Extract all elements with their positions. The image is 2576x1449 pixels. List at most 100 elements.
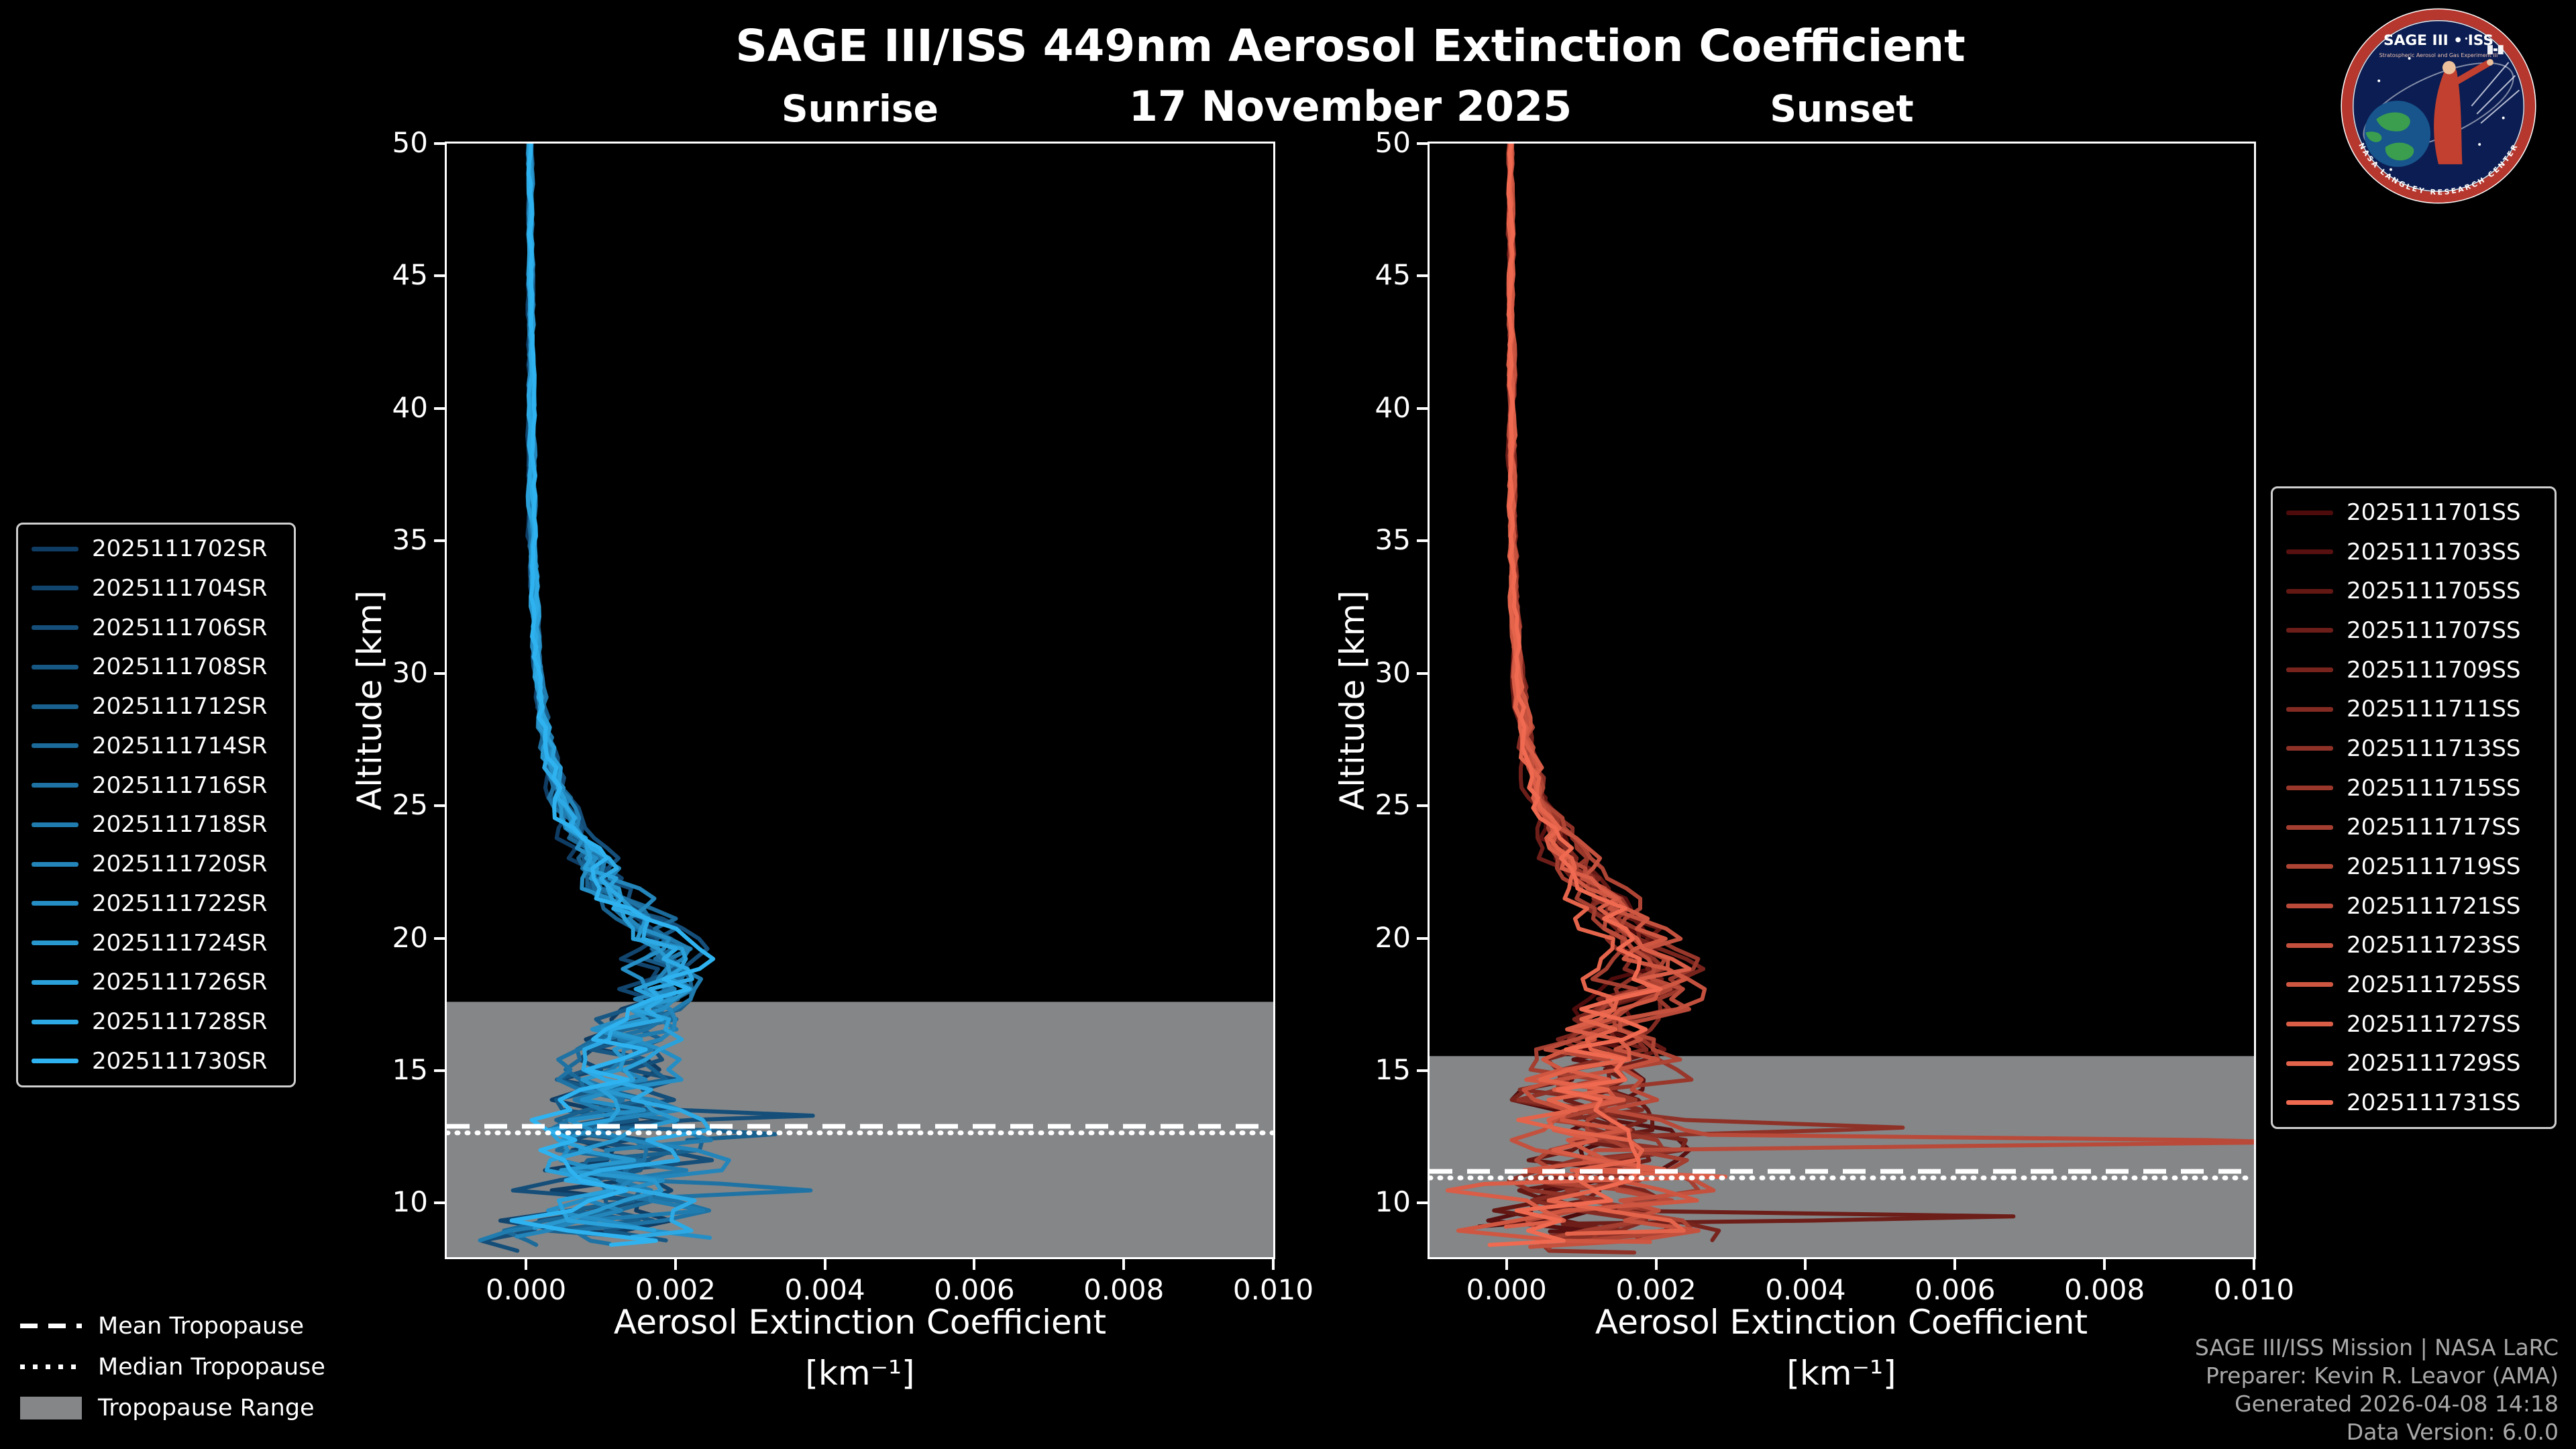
y-tick-label: 30: [1375, 655, 1411, 689]
legend-series-label: 2025111712SR: [92, 693, 268, 720]
legend-line-swatch: [2286, 982, 2333, 987]
legend-line-swatch: [2286, 1100, 2333, 1106]
legend-line-swatch: [2286, 746, 2333, 751]
y-tick-label: 20: [1375, 920, 1411, 954]
legend-series-label: 2025111725SS: [2347, 971, 2521, 998]
legend-series-label: 2025111722SR: [92, 890, 268, 917]
legend-series-label: 2025111730SR: [92, 1047, 268, 1075]
y-tick-label: 15: [1375, 1053, 1411, 1087]
legend-item-2025111712SR: 2025111712SR: [32, 693, 280, 720]
panel-sunrise: Sunrise 0.000 0.002 0.004 0.006 0.008 0.010 10…: [392, 87, 1314, 1306]
x-tick-mark: [2103, 1259, 2106, 1270]
legend-item-2025111729SS: 2025111729SS: [2286, 1050, 2541, 1077]
legend-item-2025111727SS: 2025111727SS: [2286, 1011, 2541, 1038]
legend-line-swatch: [2286, 824, 2333, 830]
legend-line-swatch: [2286, 510, 2333, 515]
x-tick-mark: [1272, 1259, 1275, 1270]
y-tick-label: 25: [1375, 788, 1411, 822]
legend-series-label: 2025111731SS: [2347, 1089, 2521, 1116]
y-tick-mark: [434, 539, 445, 543]
legend-item-2025111725SS: 2025111725SS: [2286, 971, 2541, 998]
x-tick-label: 0.000: [485, 1273, 567, 1306]
legend-series-label: 2025111723SS: [2347, 932, 2521, 959]
legend-series-label: 2025111714SR: [92, 732, 268, 759]
legend-sunrise: 2025111702SR 2025111704SR 2025111706SR 2025…: [16, 523, 296, 1087]
legend-line-swatch: [32, 783, 78, 788]
legend-line-swatch: [32, 743, 78, 749]
x-tick-mark: [525, 1259, 528, 1270]
credit-line-version: Data Version: 6.0.0: [2346, 1419, 2559, 1445]
legend-item-2025111722SR: 2025111722SR: [32, 890, 280, 917]
y-tick-mark: [1417, 142, 1428, 145]
x-axis-label-units: [km⁻¹]: [805, 1354, 915, 1393]
legend-line-swatch: [32, 822, 78, 827]
y-tick-mark: [434, 1201, 445, 1205]
y-tick-mark: [1417, 539, 1428, 543]
legend-item-2025111718SR: 2025111718SR: [32, 811, 280, 838]
tropopause-range-label: Tropopause Range: [98, 1394, 315, 1421]
legend-line-swatch: [32, 546, 78, 551]
legend-item-2025111726SR: 2025111726SR: [32, 969, 280, 996]
legend-item-2025111704SR: 2025111704SR: [32, 575, 280, 602]
legend-line-swatch: [32, 901, 78, 906]
legend-item-2025111703SS: 2025111703SS: [2286, 539, 2541, 566]
y-tick-mark: [434, 142, 445, 145]
y-tick-label: 50: [392, 126, 428, 159]
logo-ring: [2341, 9, 2536, 203]
credits: SAGE III/ISS Mission | NASA LaRC Prepare…: [2195, 1334, 2559, 1446]
y-tick-label: 30: [392, 655, 428, 689]
legend-item-2025111713SS: 2025111713SS: [2286, 735, 2541, 762]
legend-item-2025111723SS: 2025111723SS: [2286, 932, 2541, 959]
legend-series-label: 2025111717SS: [2347, 814, 2521, 841]
legend-item-2025111705SS: 2025111705SS: [2286, 578, 2541, 604]
y-tick-mark: [1417, 672, 1428, 675]
profile-line-2025111731SS: [1487, 144, 1663, 1247]
y-axis-label-sunrise: Altitude [km]: [350, 590, 389, 810]
legend-line-swatch: [2286, 706, 2333, 712]
y-tick-mark: [1417, 407, 1428, 410]
legend-series-label: 2025111711SS: [2347, 696, 2521, 723]
legend-line-swatch: [2286, 628, 2333, 633]
y-axis-label-sunset: Altitude [km]: [1333, 590, 1372, 810]
legend-line-swatch: [2286, 588, 2333, 594]
y-tick-label: 50: [1375, 126, 1411, 159]
legend-item-2025111719SS: 2025111719SS: [2286, 853, 2541, 880]
x-tick-label: 0.010: [2213, 1273, 2295, 1306]
y-tick-label: 40: [1375, 390, 1411, 424]
legend-series-label: 2025111703SS: [2347, 538, 2521, 566]
legend-item-2025111706SR: 2025111706SR: [32, 614, 280, 641]
legend-series-label: 2025111719SS: [2347, 853, 2521, 880]
legend-item-2025111702SR: 2025111702SR: [32, 535, 280, 562]
panel-title-sunrise: Sunrise: [782, 87, 938, 130]
legend-line-swatch: [32, 1019, 78, 1024]
logo-title: SAGE III • ISS: [2383, 32, 2493, 49]
legend-line-swatch: [2286, 904, 2333, 909]
legend-series-label: 2025111709SS: [2347, 656, 2521, 684]
mean-tropopause-swatch: [20, 1324, 82, 1328]
legend-item-2025111716SR: 2025111716SR: [32, 772, 280, 799]
legend-series-label: 2025111721SS: [2347, 892, 2521, 920]
x-tick-label: 0.010: [1232, 1273, 1314, 1306]
logo-tagline: Stratospheric Aerosol and Gas Experiment…: [2379, 52, 2498, 58]
legend-line-swatch: [32, 625, 78, 631]
tropopause-legend: Mean Tropopause Median Tropopause Tropop…: [20, 1305, 325, 1428]
legend-item-2025111720SR: 2025111720SR: [32, 851, 280, 877]
x-tick-label: 0.002: [1615, 1273, 1697, 1306]
y-tick-label: 35: [392, 523, 428, 557]
legend-line-swatch: [32, 586, 78, 591]
y-tick-mark: [434, 804, 445, 808]
y-tick-mark: [1417, 1069, 1428, 1073]
credit-line-generated: Generated 2026-04-08 14:18: [2235, 1391, 2559, 1417]
y-tick-label: 45: [1375, 258, 1411, 292]
x-axis-label-sunset: Aerosol Extinction Coefficient [km⁻¹]: [1595, 1303, 2088, 1393]
legend-series-label: 2025111713SS: [2347, 735, 2521, 762]
panel-sunset: Sunset 0.000 0.002 0.004 0.006 0.008 0.010 10 1…: [1375, 87, 2295, 1306]
x-tick-label: 0.008: [1083, 1273, 1165, 1306]
legend-item-2025111730SR: 2025111730SR: [32, 1048, 280, 1075]
legend-series-label: 2025111704SR: [92, 574, 268, 602]
legend-item-2025111715SS: 2025111715SS: [2286, 775, 2541, 802]
legend-line-swatch: [2286, 1022, 2333, 1027]
y-tick-mark: [434, 274, 445, 278]
legend-line-swatch: [32, 1059, 78, 1064]
legend-line-swatch: [2286, 786, 2333, 791]
